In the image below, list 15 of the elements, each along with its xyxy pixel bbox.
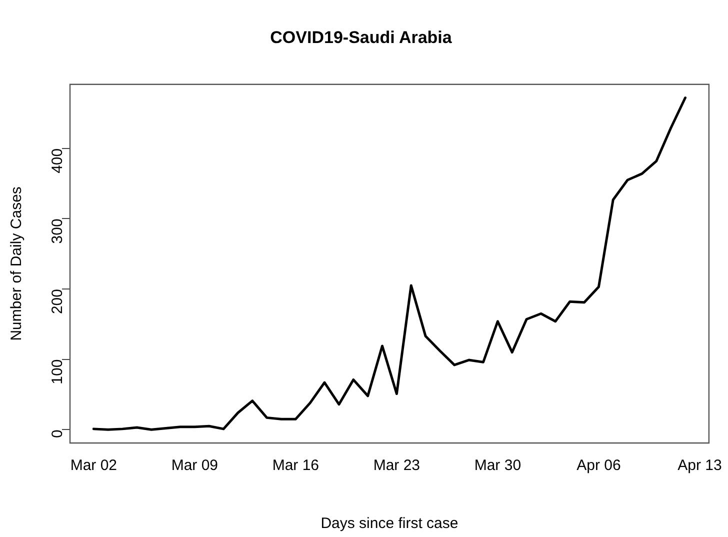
x-tick-label: Mar 23 — [373, 457, 420, 474]
x-tick-label: Mar 02 — [70, 457, 118, 474]
x-tick-label: Mar 16 — [272, 457, 320, 474]
y-tick-label: 200 — [49, 289, 66, 314]
x-tick-label: Mar 09 — [171, 457, 218, 474]
y-tick-label: 0 — [49, 430, 66, 438]
y-axis-title: Number of Daily Cases — [8, 186, 26, 341]
x-axis-title: Days since first case — [320, 515, 458, 532]
chart-title: COVID19-Saudi Arabia — [270, 28, 452, 47]
x-tick-label: Apr 13 — [678, 457, 722, 474]
x-tick-label: Mar 30 — [474, 457, 522, 474]
y-tick-label: 100 — [49, 359, 66, 384]
y-tick-label: 400 — [49, 148, 66, 174]
y-tick-label: 300 — [49, 218, 66, 244]
x-tick-label: Apr 06 — [576, 457, 621, 474]
